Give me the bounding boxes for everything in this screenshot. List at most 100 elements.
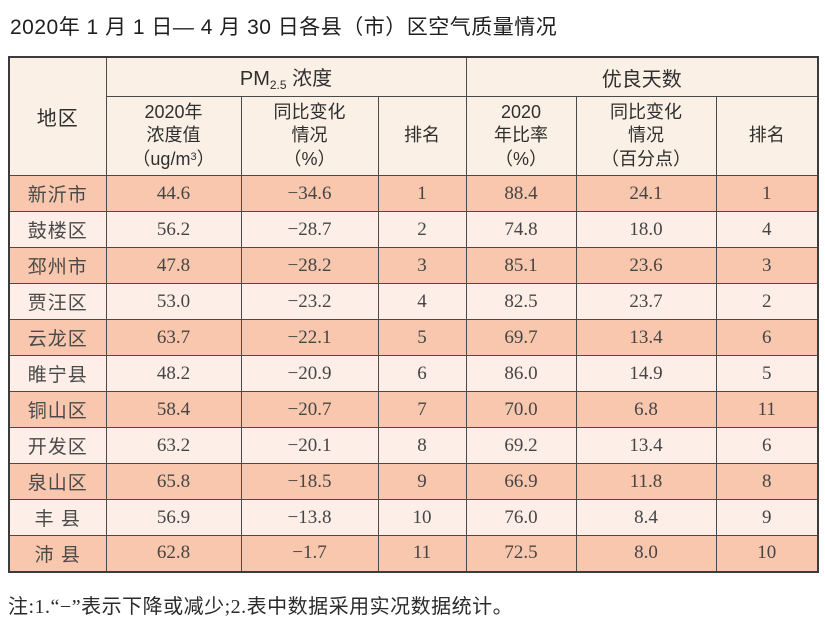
- good-ratio-cell: 69.2: [465, 427, 577, 464]
- page-title: 2020年 1 月 1 日— 4 月 30 日各县（市）区空气质量情况: [10, 16, 558, 39]
- pm-change-cell: −20.1: [240, 427, 379, 464]
- region-cell: 贾汪区: [8, 283, 107, 320]
- header-pm-value-line2: 浓度值: [146, 125, 201, 146]
- pm-value-cell: 47.8: [105, 247, 242, 284]
- table-row: 泉山区 65.8 −18.5 9 66.9 11.8 8: [8, 463, 819, 500]
- header-pm-change-line1: 同比变化: [273, 102, 346, 123]
- pm-rank-cell: 3: [377, 247, 467, 284]
- good-change-cell: 23.7: [575, 283, 717, 320]
- good-rank-cell: 2: [715, 283, 819, 320]
- pm-value-cell: 58.4: [105, 391, 242, 428]
- table-row: 鼓楼区 56.2 −28.7 2 74.8 18.0 4: [8, 211, 819, 248]
- good-ratio-cell: 76.0: [465, 499, 577, 536]
- good-rank-cell: 1: [715, 175, 819, 212]
- pm-rank-cell: 7: [377, 391, 467, 428]
- table-body: 新沂市 44.6 −34.6 1 88.4 24.1 1 鼓楼区 56.2 −28.7 2 74.8 1…: [8, 175, 819, 572]
- pm-change-cell: −20.9: [240, 355, 379, 392]
- header-good-ratio-line2: 年比率: [494, 125, 549, 146]
- pm-change-cell: −28.7: [240, 211, 379, 248]
- pm-rank-cell: 1: [377, 175, 467, 212]
- header-good-ratio-line1: 2020: [500, 102, 542, 123]
- good-change-cell: 6.8: [575, 391, 717, 428]
- header-good-change-line3: （百分点）: [601, 148, 692, 169]
- pm-change-cell: −22.1: [240, 319, 379, 356]
- pm-change-cell: −1.7: [240, 535, 379, 572]
- good-ratio-cell: 74.8: [465, 211, 577, 248]
- good-rank-cell: 3: [715, 247, 819, 284]
- header-good-change: 同比变化 情况 （百分点）: [575, 96, 717, 176]
- good-ratio-cell: 70.0: [465, 391, 577, 428]
- header-good-ratio-line3: （%）: [495, 148, 548, 169]
- region-cell: 泉山区: [8, 463, 107, 500]
- pm-rank-cell: 5: [377, 319, 467, 356]
- good-change-cell: 23.6: [575, 247, 717, 284]
- pm-value-cell: 63.7: [105, 319, 242, 356]
- pm-value-cell: 56.2: [105, 211, 242, 248]
- unit-superscript: 3: [190, 150, 197, 163]
- region-cell: 邳州市: [8, 247, 107, 284]
- header-pm-value: 2020年 浓度值 （ug/m3）: [105, 96, 242, 176]
- good-ratio-cell: 82.5: [465, 283, 577, 320]
- good-change-cell: 24.1: [575, 175, 717, 212]
- pm-value-cell: 63.2: [105, 427, 242, 464]
- good-rank-cell: 6: [715, 427, 819, 464]
- header-pm-change: 同比变化 情况 （%）: [240, 96, 379, 176]
- pm-change-cell: −13.8: [240, 499, 379, 536]
- table-header: 地区 PM2.5 浓度 优良天数 2020年 浓度值 （ug/m3） 同比变化 …: [8, 56, 819, 176]
- header-pm-rank: 排名: [377, 96, 467, 176]
- pm-value-cell: 65.8: [105, 463, 242, 500]
- pm-value-cell: 56.9: [105, 499, 242, 536]
- region-cell: 新沂市: [8, 175, 107, 212]
- pm-change-cell: −23.2: [240, 283, 379, 320]
- good-rank-cell: 6: [715, 319, 819, 356]
- good-rank-cell: 9: [715, 499, 819, 536]
- good-change-cell: 11.8: [575, 463, 717, 500]
- good-rank-cell: 4: [715, 211, 819, 248]
- header-region: 地区: [8, 56, 107, 176]
- pm-value-cell: 48.2: [105, 355, 242, 392]
- pm-value-cell: 53.0: [105, 283, 242, 320]
- pm-rank-cell: 8: [377, 427, 467, 464]
- good-rank-cell: 5: [715, 355, 819, 392]
- table-row: 贾汪区 53.0 −23.2 4 82.5 23.7 2: [8, 283, 819, 320]
- region-cell: 丰 县: [8, 499, 107, 536]
- good-rank-cell: 10: [715, 535, 819, 572]
- good-ratio-cell: 66.9: [465, 463, 577, 500]
- pm-rank-cell: 2: [377, 211, 467, 248]
- footnote: 注:1.“−”表示下降或减少;2.表中数据采用实况数据统计。: [8, 595, 514, 618]
- good-change-cell: 13.4: [575, 319, 717, 356]
- good-ratio-cell: 88.4: [465, 175, 577, 212]
- table-row: 邳州市 47.8 −28.2 3 85.1 23.6 3: [8, 247, 819, 284]
- pm-value-cell: 44.6: [105, 175, 242, 212]
- pm-rank-cell: 9: [377, 463, 467, 500]
- good-change-cell: 18.0: [575, 211, 717, 248]
- table-row: 新沂市 44.6 −34.6 1 88.4 24.1 1: [8, 175, 819, 212]
- header-good-ratio: 2020 年比率 （%）: [465, 96, 577, 176]
- region-cell: 睢宁县: [8, 355, 107, 392]
- good-change-cell: 8.4: [575, 499, 717, 536]
- header-pm-change-line3: （%）: [283, 148, 336, 169]
- region-cell: 铜山区: [8, 391, 107, 428]
- good-change-cell: 14.9: [575, 355, 717, 392]
- air-quality-table: 地区 PM2.5 浓度 优良天数 2020年 浓度值 （ug/m3） 同比变化 …: [8, 56, 820, 573]
- header-good-change-line2: 情况: [628, 125, 665, 146]
- table-row: 开发区 63.2 −20.1 8 69.2 13.4 6: [8, 427, 819, 464]
- pm-rank-cell: 11: [377, 535, 467, 572]
- good-change-cell: 8.0: [575, 535, 717, 572]
- pm-rank-cell: 4: [377, 283, 467, 320]
- good-ratio-cell: 69.7: [465, 319, 577, 356]
- good-rank-cell: 11: [715, 391, 819, 428]
- pm25-label-subscript: 2.5: [269, 78, 287, 92]
- pm25-label-suffix: 浓度: [286, 68, 333, 90]
- table-row: 丰 县 56.9 −13.8 10 76.0 8.4 9: [8, 499, 819, 536]
- good-rank-cell: 8: [715, 463, 819, 500]
- region-cell: 云龙区: [8, 319, 107, 356]
- header-pm-change-line2: 情况: [291, 125, 328, 146]
- region-cell: 开发区: [8, 427, 107, 464]
- header-good-change-line1: 同比变化: [610, 102, 683, 123]
- table-row: 沛 县 62.8 −1.7 11 72.5 8.0 10: [8, 535, 819, 572]
- region-cell: 沛 县: [8, 535, 107, 572]
- region-cell: 鼓楼区: [8, 211, 107, 248]
- pm-change-cell: −34.6: [240, 175, 379, 212]
